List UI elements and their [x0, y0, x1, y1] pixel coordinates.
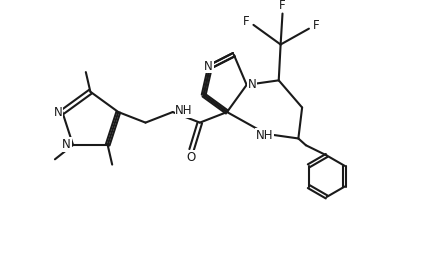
- Text: N: N: [204, 60, 213, 72]
- Text: F: F: [279, 0, 286, 12]
- Text: NH: NH: [256, 128, 273, 142]
- Text: O: O: [186, 151, 196, 164]
- Text: NH: NH: [176, 104, 193, 117]
- Text: N: N: [248, 78, 257, 91]
- Text: F: F: [243, 15, 250, 28]
- Text: N: N: [62, 138, 71, 151]
- Text: N: N: [53, 106, 62, 119]
- Text: F: F: [312, 19, 319, 32]
